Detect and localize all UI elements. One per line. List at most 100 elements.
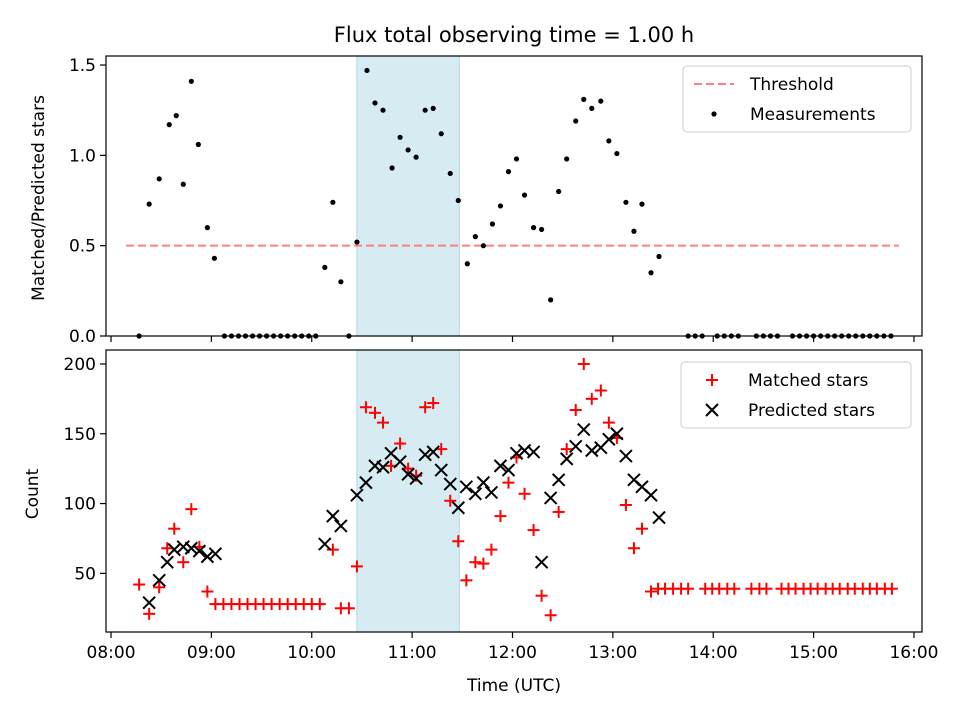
measurement-point <box>648 270 654 276</box>
predicted-point <box>426 445 440 459</box>
measurement-point <box>322 264 328 270</box>
measurement-point <box>380 107 386 113</box>
x-tick-label: 09:00 <box>187 643 236 663</box>
matched-point <box>313 598 326 611</box>
predicted-point <box>602 432 616 447</box>
bottom-y-axis-label: Count <box>23 468 43 519</box>
predicted-point <box>459 480 474 494</box>
x-tick-label: 16:00 <box>889 643 938 663</box>
top-y-tick-label: 0.5 <box>69 237 96 257</box>
matched-point <box>527 524 540 537</box>
predicted-point <box>142 595 156 610</box>
matched-point <box>402 462 415 475</box>
matched-point <box>518 487 531 500</box>
predicted-point <box>451 501 466 515</box>
predicted-point <box>577 422 591 437</box>
bottom-y-tick-label: 200 <box>64 355 96 375</box>
matched-point <box>594 384 607 397</box>
predicted-point <box>534 555 549 569</box>
predicted-point <box>200 549 215 564</box>
measurement-point <box>397 134 403 140</box>
matched-point <box>168 522 181 535</box>
top-axes-frame <box>105 55 923 337</box>
matched-point <box>535 589 548 602</box>
measurement-point <box>330 199 336 205</box>
predicted-point <box>192 544 207 558</box>
measurement-point <box>606 138 612 144</box>
predicted-point <box>208 547 223 561</box>
matched-point <box>544 609 557 622</box>
matched-point <box>577 357 590 370</box>
measurement-point <box>413 154 419 160</box>
matched-point <box>560 443 573 456</box>
matched-point <box>133 578 146 591</box>
bottom-panel: 50 100 150 200 08:00 09:00 10:00 11:00 12:00 13:0… <box>64 349 938 663</box>
measurement-point <box>364 67 370 74</box>
predicted-legend-label: Predicted stars <box>748 401 875 421</box>
measurement-point <box>354 239 360 245</box>
matched-point <box>153 581 166 594</box>
matched-point <box>161 542 174 555</box>
measurement-point <box>422 107 428 113</box>
measurement-point <box>581 96 587 102</box>
bottom-axes-frame <box>105 349 923 633</box>
predicted-point <box>393 454 407 469</box>
top-y-tick-label: 1.5 <box>69 56 96 76</box>
matched-point <box>619 498 632 511</box>
measurement-point <box>146 201 152 207</box>
predicted-point <box>418 447 432 462</box>
measurement-point <box>505 169 512 175</box>
predicted-point <box>376 460 390 474</box>
x-tick-label: 15:00 <box>789 643 838 663</box>
chart-title: Flux total observing time = 1.00 h <box>334 23 694 47</box>
matched-point <box>394 437 407 450</box>
threshold-legend-label: Threshold <box>749 75 834 95</box>
measurement-point <box>548 297 554 303</box>
matched-point <box>885 582 898 595</box>
measurement-point <box>372 100 378 106</box>
measurement-point <box>564 156 570 162</box>
x-tick-label: 11:00 <box>388 643 437 663</box>
predicted-point <box>501 463 516 477</box>
predicted-point <box>326 509 340 523</box>
measurement-point <box>614 150 620 157</box>
predicted-point <box>569 439 583 454</box>
measurement-point <box>195 141 201 148</box>
measurement-point <box>656 253 662 260</box>
measurement-point <box>438 131 444 137</box>
predicted-point <box>619 449 633 463</box>
matched-point <box>342 602 355 615</box>
measurement-point <box>211 255 217 261</box>
bottom-y-tick-label: 100 <box>64 495 96 515</box>
matched-legend-swatch <box>706 374 718 386</box>
measurement-point <box>497 203 504 209</box>
predicted-point <box>167 542 181 557</box>
predicted-point <box>551 473 566 487</box>
predicted-point <box>526 445 541 459</box>
matched-point <box>377 416 390 429</box>
x-tick-label: 13:00 <box>588 643 637 663</box>
matched-point <box>350 560 363 573</box>
matched-point <box>460 574 473 587</box>
matched-point <box>760 582 773 595</box>
predicted-point <box>409 471 423 486</box>
predicted-point <box>334 519 348 533</box>
matched-point <box>177 556 190 569</box>
x-tick-label: 14:00 <box>689 643 738 663</box>
measurement-point <box>180 181 186 187</box>
bottom-series-0 <box>133 357 898 622</box>
predicted-point <box>152 573 166 588</box>
top-legend: Threshold Measurements <box>682 65 912 133</box>
measurement-point <box>188 78 194 84</box>
matched-point <box>469 556 482 569</box>
predicted-point <box>160 555 174 569</box>
measurement-point <box>430 105 436 111</box>
predicted-point <box>401 467 415 481</box>
bottom-series-1 <box>142 422 666 610</box>
top-legend-box <box>682 65 912 133</box>
matched-point <box>419 401 432 414</box>
measurement-point <box>389 165 395 171</box>
measurement-point <box>589 105 595 111</box>
top-panel: 0.0 0.5 1.0 1.5 <box>69 55 923 347</box>
